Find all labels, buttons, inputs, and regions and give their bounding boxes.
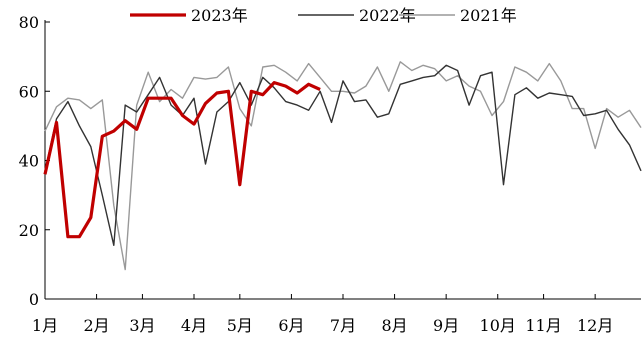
x-tick-label: 7月: [330, 316, 356, 335]
legend: 2023年 2022年 2021年: [130, 6, 517, 25]
y-tick-label: 40: [19, 152, 39, 171]
y-tick-label: 60: [19, 82, 39, 101]
x-tick-label: 10月: [480, 316, 516, 335]
x-axis: 1月 2月 3月 4月 5月 6月 7月 8月 9月 10月 11月 12月: [32, 294, 641, 335]
x-tick-label: 11月: [525, 316, 561, 335]
x-tick-label: 3月: [129, 316, 155, 335]
series-line-2023年: [43, 80, 321, 239]
x-tick-label: 5月: [227, 316, 253, 335]
legend-label: 2023年: [191, 6, 248, 25]
x-tick-label: 12月: [577, 316, 613, 335]
y-axis: 0 20 40 60 80: [19, 13, 50, 309]
legend-label: 2021年: [460, 6, 517, 25]
x-tick-label: 6月: [278, 316, 304, 335]
y-tick-label: 20: [19, 221, 39, 240]
x-tick-label: 1月: [32, 316, 58, 335]
legend-label: 2022年: [359, 6, 416, 25]
x-tick-label: 2月: [83, 316, 109, 335]
x-tick-label: 8月: [381, 316, 407, 335]
x-tick-label: 9月: [433, 316, 459, 335]
x-tick-label: 4月: [181, 316, 207, 335]
y-tick-label: 0: [29, 290, 39, 309]
series-line-2021年: [44, 61, 642, 271]
series-line-2022年: [44, 64, 642, 247]
series-layer: [43, 61, 642, 271]
y-tick-label: 80: [19, 13, 39, 32]
